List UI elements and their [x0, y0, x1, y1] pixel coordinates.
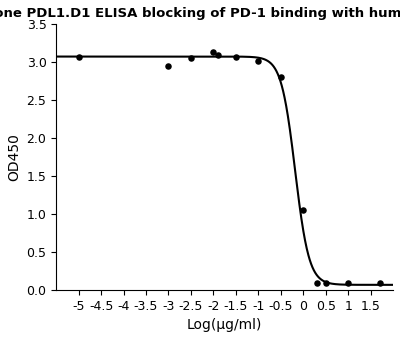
Point [76, 54, 82, 59]
Point [278, 74, 284, 80]
Point [314, 280, 320, 286]
Point [255, 58, 262, 64]
Point [210, 49, 217, 55]
Point [215, 52, 221, 58]
Point [300, 207, 306, 213]
Point [165, 63, 172, 68]
Point [345, 280, 351, 286]
Title: Clone PDL1.D1 ELISA blocking of PD-1 binding with human PD-L1: Clone PDL1.D1 ELISA blocking of PD-1 bin… [0, 7, 400, 20]
Point [376, 280, 383, 286]
X-axis label: Log(μg/ml): Log(μg/ml) [187, 318, 262, 332]
Y-axis label: OD450: OD450 [7, 133, 21, 181]
Point [188, 55, 194, 61]
Point [322, 280, 329, 286]
Point [233, 54, 239, 59]
